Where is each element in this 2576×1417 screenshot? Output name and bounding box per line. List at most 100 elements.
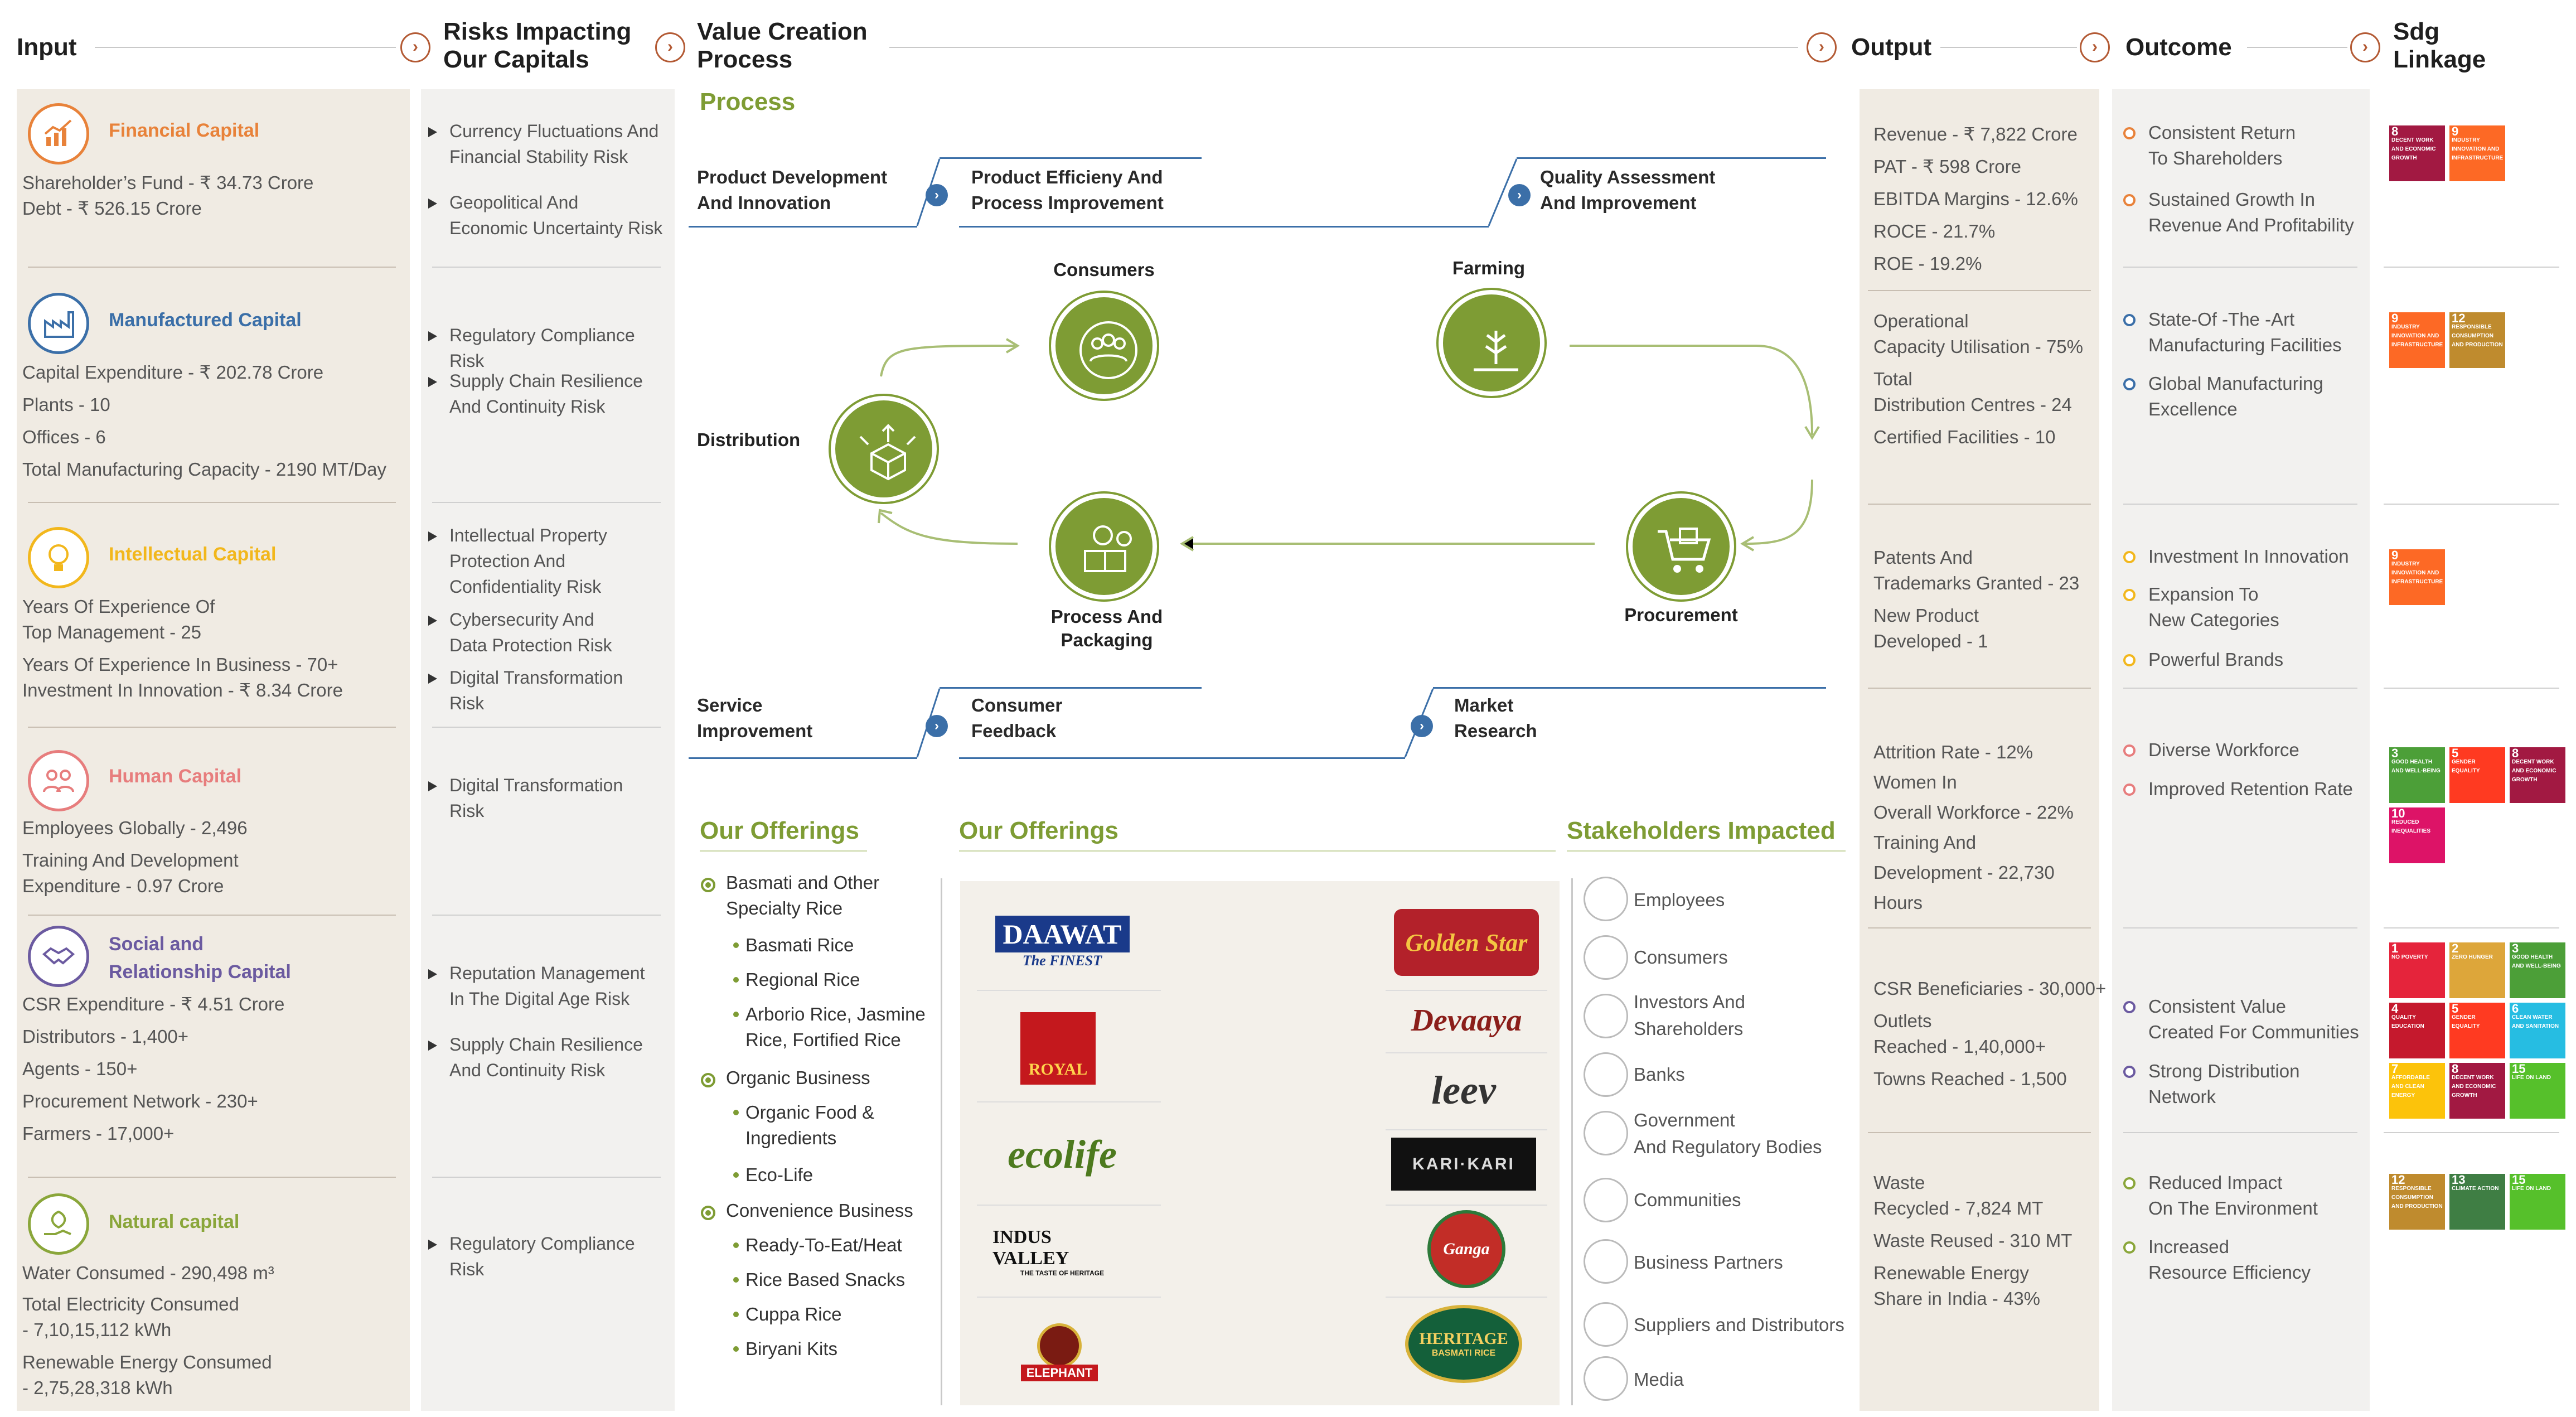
business-partners-icon xyxy=(1584,1239,1628,1284)
capital-line: Total Manufacturing Capacity - 2190 MT/D… xyxy=(22,459,386,480)
step-product-development: Product Development And Innovation xyxy=(697,167,888,213)
capital-line: Agents - 150+ xyxy=(22,1058,138,1079)
capital-line: - 2,75,28,318 kWh xyxy=(22,1377,173,1398)
stakeholder-item: Communities xyxy=(1634,1189,1741,1210)
capital-name: Natural capital xyxy=(109,1211,240,1232)
factory-icon xyxy=(28,293,89,354)
divider xyxy=(432,267,661,268)
divider xyxy=(1386,1052,1547,1053)
capital-line: Years Of Experience In Business - 70+ xyxy=(22,654,338,675)
header-divider xyxy=(889,47,1798,48)
capital-line: Employees Globally - 2,496 xyxy=(22,818,248,838)
outcome-item: Increased Resource Efficiency xyxy=(2123,1234,2311,1285)
sdg-1-tile: 1 NO POVERTY xyxy=(2389,942,2445,998)
divider xyxy=(2384,267,2559,268)
cycle-label-consumers: Consumers xyxy=(1053,259,1155,280)
header-divider xyxy=(95,47,396,48)
risk-item: Cybersecurity And Data Protection Risk xyxy=(428,607,668,658)
outcome-item: Expansion To New Categories xyxy=(2123,582,2279,633)
divider xyxy=(1386,1297,1547,1298)
capital-intellectual: Intellectual Capital Years Of Experience… xyxy=(11,527,390,700)
sdg-3-tile: 3 GOOD HEALTH AND WELL-BEING xyxy=(2389,747,2445,803)
divider xyxy=(959,850,1556,852)
outcome-item: Sustained Growth In Revenue And Profitabi… xyxy=(2123,187,2354,238)
capital-social: Social and Relationship Capital CSR Expen… xyxy=(11,926,390,1149)
divider xyxy=(977,990,1161,991)
capital-name: Intellectual Capital xyxy=(109,544,277,565)
stakeholder-item: Employees xyxy=(1634,889,1725,910)
capital-line: Distributors - 1,400+ xyxy=(22,1026,189,1047)
divider xyxy=(2384,1132,2559,1133)
offering-item: Basmati and Other Specialty Rice xyxy=(700,870,879,921)
risk-item: Regulatory Compliance Risk xyxy=(428,322,668,374)
step-underline xyxy=(959,757,1405,759)
cycle-label-packaging: Process And Packaging xyxy=(1050,606,1163,650)
chevron-right-icon: › xyxy=(2080,32,2110,62)
offering-item: Organic Business xyxy=(701,1065,870,1091)
capital-line: Offices - 6 xyxy=(22,427,106,447)
chevron-right-icon: › xyxy=(1807,32,1837,62)
capital-name: Manufactured Capital xyxy=(109,309,302,331)
brand-logo-ecolife: ecolife xyxy=(1008,1131,1117,1177)
capital-human: Human Capital Employees Globally - 2,496… xyxy=(11,750,390,896)
capital-natural: Natural capital Water Consumed - 290,498… xyxy=(11,1193,390,1405)
stakeholder-item: Suppliers and Distributors xyxy=(1634,1314,1844,1335)
offering-item: Biryani Kits xyxy=(733,1336,837,1362)
sdg-12-tile: 12 RESPONSIBLE CONSUMPTION AND PRODUCTION xyxy=(2449,312,2505,368)
capital-name: Human Capital xyxy=(109,766,242,787)
output-group-manufactured: Operational Capacity Utilisation - 75% Tot… xyxy=(1873,311,2083,447)
offerings-brands-title: Our Offerings xyxy=(959,817,1119,844)
step-overline xyxy=(1517,157,1826,159)
divider xyxy=(2123,688,2357,689)
capital-line: Expenditure - 0.97 Crore xyxy=(22,876,224,896)
brand-logo-daawat: DAAWAT The FINEST xyxy=(987,909,1137,976)
offering-item: Basmati Rice xyxy=(733,932,854,958)
step-connector xyxy=(1404,688,1434,758)
offering-item: Rice Based Snacks xyxy=(733,1267,905,1293)
output-panel xyxy=(1860,89,2099,1411)
investors-icon xyxy=(1584,994,1628,1038)
capital-name: Social and Relationship Capital xyxy=(109,934,291,983)
output-group-intellectual: Patents And Trademarks Granted - 23 New Pr… xyxy=(1873,547,2080,651)
outcome-item: Consistent Value Created For Communities xyxy=(2123,994,2359,1045)
brand-logo-golden-star: Golden Star xyxy=(1394,909,1539,976)
step-connector xyxy=(1488,158,1518,226)
sdg-9-tile: 9 INDUSTRY INNOVATION AND INFRASTRUCTURE xyxy=(2389,549,2445,605)
distribution-icon xyxy=(831,396,937,502)
outcome-item: State-Of -The -Art Manufacturing Faciliti… xyxy=(2123,307,2342,358)
header-divider xyxy=(1940,47,2077,48)
chevron-right-icon: › xyxy=(655,32,685,62)
capital-line: Farmers - 17,000+ xyxy=(22,1123,175,1144)
capital-line: Debt - ₹ 526.15 Crore xyxy=(22,198,202,219)
consumers-icon xyxy=(1584,935,1628,980)
capital-line: Plants - 10 xyxy=(22,394,110,415)
sdg-9-tile: 9 INDUSTRY INNOVATION AND INFRASTRUCTURE xyxy=(2389,312,2445,368)
step-underline xyxy=(689,757,917,759)
divider xyxy=(1868,1132,2091,1133)
bank-icon xyxy=(1584,1052,1628,1097)
capital-line: Shareholder’s Fund - ₹ 34.73 Crore xyxy=(22,172,314,193)
step-overline xyxy=(1433,687,1826,689)
output-group-human: Attrition Rate - 12% Women In Overall Work… xyxy=(1873,742,2074,913)
risk-item: Supply Chain Resilience And Continuity Ri… xyxy=(428,1032,668,1083)
divider xyxy=(977,1101,1161,1102)
output-group-social: CSR Beneficiaries - 30,000+ Outlets Reache… xyxy=(1873,978,2107,1089)
outcome-item: Improved Retention Rate xyxy=(2123,776,2353,802)
risk-item: Currency Fluctuations And Financial Stabi… xyxy=(428,118,668,170)
divider xyxy=(977,1205,1161,1206)
divider xyxy=(1868,688,2091,689)
brand-logo-indus-valley: INDUS VALLEY THE TASTE OF HERITAGE xyxy=(992,1227,1105,1277)
outcome-item: Powerful Brands xyxy=(2123,647,2283,673)
offering-item: Regional Rice xyxy=(733,967,860,993)
offering-item: Cuppa Rice xyxy=(733,1302,841,1327)
divider xyxy=(432,1177,661,1178)
sdg-15-tile: 15 LIFE ON LAND xyxy=(2510,1174,2565,1230)
divider xyxy=(432,502,661,503)
sdg-2-tile: 2 ZERO HUNGER xyxy=(2449,942,2505,998)
chevron-right-icon: › xyxy=(926,715,948,737)
capital-manufactured: Manufactured Capital Capital Expenditure… xyxy=(11,293,390,480)
outcome-item: Strong Distribution Network xyxy=(2123,1058,2299,1110)
step-overline xyxy=(940,157,1202,159)
sdg-9-tile: 9 INDUSTRY INNOVATION AND INFRASTRUCTURE xyxy=(2449,125,2505,181)
employees-icon xyxy=(1584,877,1628,921)
